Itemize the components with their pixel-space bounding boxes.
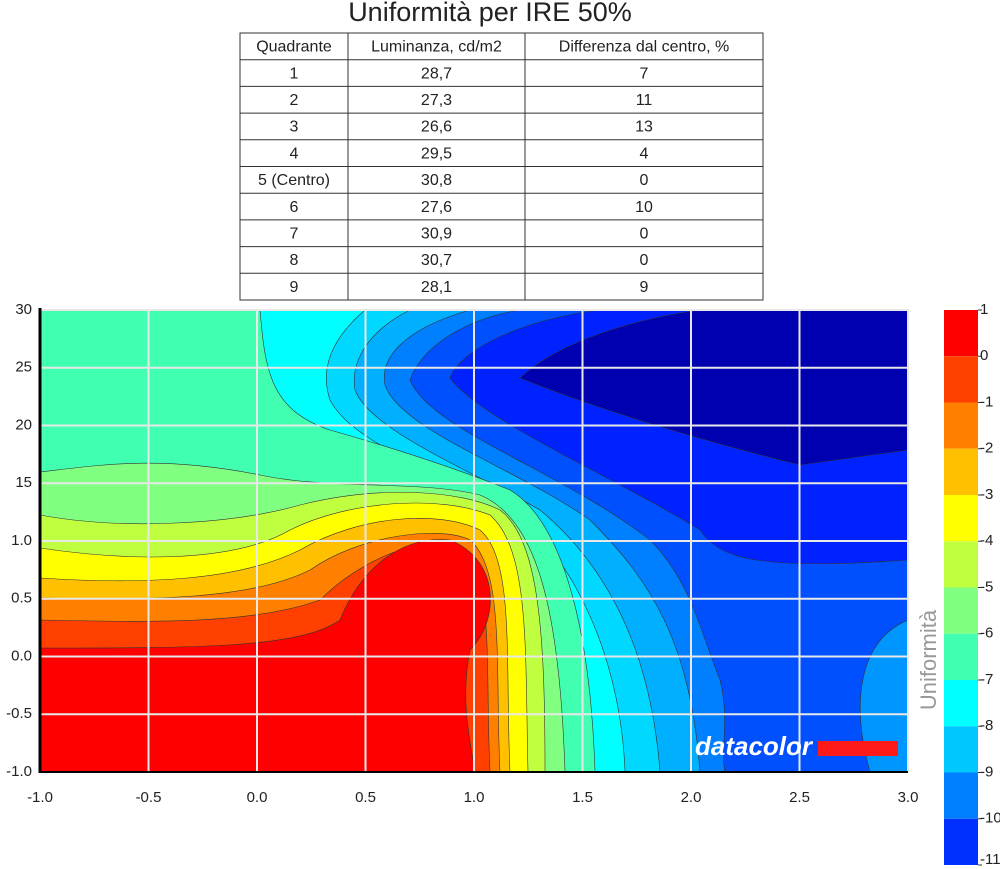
colorbar-label: -1 — [980, 393, 993, 410]
y-tick-label: 20 — [15, 416, 32, 433]
y-tick-label: 25 — [15, 359, 32, 376]
y-tick-label: 0.0 — [11, 647, 32, 664]
colorbar-band — [944, 680, 978, 727]
y-tick-label: -0.5 — [6, 705, 32, 722]
x-tick-label: 1.0 — [464, 789, 485, 806]
table-cell: 1 — [290, 65, 299, 82]
table-header: Quadrante — [256, 39, 332, 56]
colorbar-title: Uniformità — [916, 609, 941, 710]
table-cell: 10 — [635, 199, 653, 216]
colorbar-band — [944, 587, 978, 634]
y-tick-label: -1.0 — [6, 763, 32, 780]
table-cell: 29,5 — [421, 145, 452, 162]
table-cell: 7 — [640, 65, 649, 82]
colorbar-label: -4 — [980, 532, 993, 549]
colorbar-band — [944, 310, 978, 357]
x-tick-label: 0.5 — [355, 789, 376, 806]
x-tick-label: -1.0 — [27, 789, 53, 806]
x-tick-label: 1.5 — [572, 789, 593, 806]
y-tick-label: 0.5 — [11, 590, 32, 607]
y-tick-label: 1.0 — [11, 532, 32, 549]
table-cell: 13 — [635, 119, 653, 136]
colorbar-label: -7 — [980, 671, 993, 688]
colorbar-label: -10 — [980, 810, 1000, 827]
table-cell: 0 — [640, 225, 649, 242]
colorbar-label: -3 — [980, 486, 993, 503]
chart-title: Uniformità per IRE 50% — [348, 0, 632, 27]
table-cell: 30,9 — [421, 225, 452, 242]
x-tick-label: 2.5 — [789, 789, 810, 806]
x-tick-label: -0.5 — [136, 789, 162, 806]
x-tick-label: 3.0 — [898, 789, 919, 806]
table-cell: 27,6 — [421, 199, 452, 216]
x-tick-label: 0.0 — [247, 789, 268, 806]
colorbar-label: -2 — [980, 440, 993, 457]
table-header: Differenza dal centro, % — [559, 39, 729, 56]
table-cell: 30,8 — [421, 172, 452, 189]
y-tick-label: 30 — [15, 301, 32, 318]
table-cell: 11 — [636, 92, 653, 109]
colorbar-band — [944, 818, 978, 865]
watermark-bar — [818, 741, 898, 756]
colorbar-label: -11 — [980, 851, 1000, 868]
colorbar-band — [944, 541, 978, 588]
table-cell: 0 — [640, 172, 649, 189]
colorbar-label: -6 — [980, 625, 993, 642]
watermark: datacolor — [695, 731, 814, 761]
table-cell: 9 — [640, 279, 649, 296]
colorbar-label: -8 — [980, 717, 993, 734]
table-cell: 9 — [290, 279, 299, 296]
table-cell: 27,3 — [421, 92, 452, 109]
colorbar-band — [944, 495, 978, 542]
table-cell: 0 — [640, 252, 649, 269]
colorbar-band — [944, 356, 978, 403]
table-cell: 30,7 — [421, 252, 452, 269]
colorbar-band — [944, 633, 978, 680]
colorbar-band — [944, 726, 978, 773]
table-header: Luminanza, cd/m2 — [371, 39, 502, 56]
table-cell: 6 — [290, 199, 299, 216]
y-tick-label: 15 — [15, 474, 32, 491]
colorbar-label: 1 — [980, 301, 988, 318]
table: Quadrante Luminanza, cd/m2 Differenza dal … — [239, 32, 764, 301]
table-cell: 2 — [290, 92, 299, 109]
table-cell: 4 — [290, 145, 299, 162]
colorbar-label: 0 — [980, 347, 988, 364]
table-cell: 28,1 — [421, 279, 452, 296]
table-cell: 8 — [290, 252, 299, 269]
table-cell: 3 — [290, 119, 299, 136]
table-cell: 7 — [290, 225, 299, 242]
table-cell: 26,6 — [421, 119, 452, 136]
table-cell: 28,7 — [421, 65, 452, 82]
colorbar-band — [944, 448, 978, 495]
x-tick-label: 2.0 — [681, 789, 702, 806]
colorbar-band — [944, 772, 978, 819]
colorbar-label: -5 — [980, 578, 993, 595]
table-cell: 4 — [640, 145, 649, 162]
colorbar-band — [944, 402, 978, 449]
table-cell: 5 (Centro) — [258, 172, 330, 189]
colorbar-label: -9 — [980, 763, 993, 780]
